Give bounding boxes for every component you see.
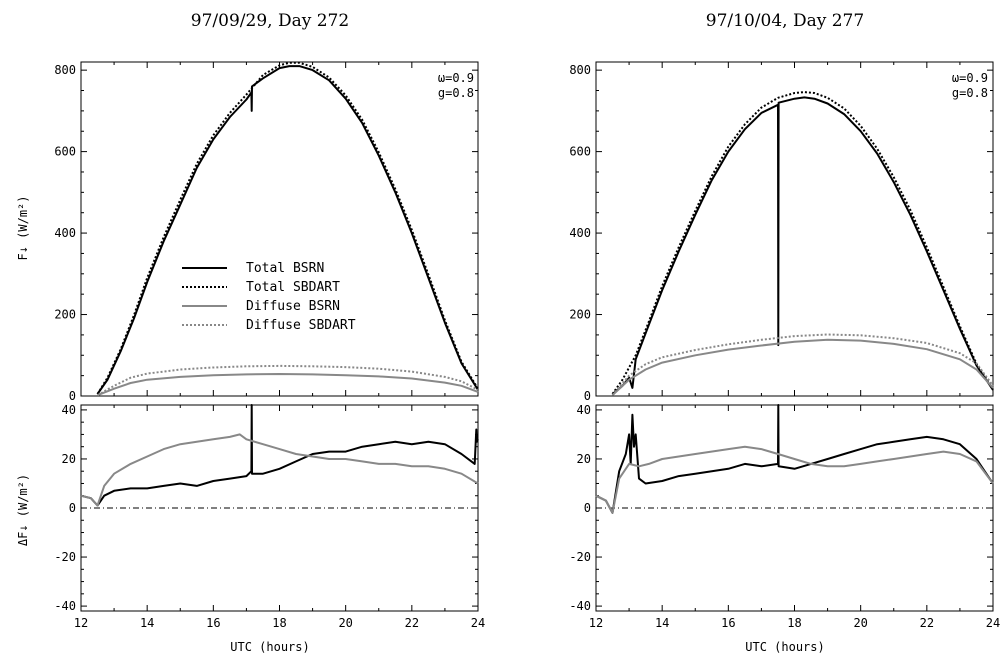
panel-day-272: 97/09/29, Day 272 UTC (hours) F↓ (W/m²) … <box>16 11 485 654</box>
bottom-series-diffuse-bsrn <box>595 445 994 514</box>
top-series-total-sbdart <box>96 61 479 395</box>
y-tick-label: 600 <box>569 145 591 159</box>
x-tick-label: 24 <box>471 616 485 630</box>
top-series-diffuse-bsrn <box>97 373 479 397</box>
omega-annotation: ω=0.9 <box>438 71 474 85</box>
omega-annotation: ω=0.9 <box>952 71 988 85</box>
legend-label-total-bsrn: Total BSRN <box>246 261 324 276</box>
y-tick-label: -20 <box>54 550 76 564</box>
top-plot-frame <box>80 61 479 397</box>
panel-title: 97/09/29, Day 272 <box>191 11 349 31</box>
x-tick-label: 16 <box>206 616 220 630</box>
bottom-series-total-bsrn <box>595 404 994 514</box>
bottom-series-diffuse-bsrn <box>80 433 479 507</box>
g-annotation: g=0.8 <box>952 86 988 100</box>
x-tick-label: 18 <box>272 616 286 630</box>
y-tick-label: 800 <box>54 63 76 77</box>
top-series-total-sbdart <box>611 91 994 395</box>
y-tick-label: 0 <box>584 501 591 515</box>
y-tick-label: 0 <box>69 389 76 403</box>
x-tick-label: 12 <box>74 616 88 630</box>
y-tick-label: 800 <box>569 63 591 77</box>
y-tick-label: 0 <box>584 389 591 403</box>
x-tick-label: 20 <box>338 616 352 630</box>
y-tick-label: -20 <box>569 550 591 564</box>
x-tick-label: 14 <box>140 616 154 630</box>
y-tick-label: -40 <box>569 599 591 613</box>
y-axis-label-top: F↓ (W/m²) <box>16 195 30 260</box>
y-axis-label-bottom: ΔF↓ (W/m²) <box>16 474 30 546</box>
y-tick-label: 600 <box>54 145 76 159</box>
top-series-diffuse-bsrn <box>611 338 994 396</box>
top-series-total-bsrn <box>96 65 479 395</box>
panel-day-277: 97/10/04, Day 277 UTC (hours) ω=0.9 g=0.… <box>569 11 1000 654</box>
y-tick-label: 400 <box>54 226 76 240</box>
x-axis-label: UTC (hours) <box>745 640 824 654</box>
g-annotation: g=0.8 <box>438 86 474 100</box>
top-series-total-bsrn <box>611 96 994 395</box>
y-tick-label: 0 <box>69 501 76 515</box>
panel-title: 97/10/04, Day 277 <box>706 11 864 31</box>
top-series-diffuse-sbdart <box>611 333 994 396</box>
x-tick-label: 20 <box>853 616 867 630</box>
y-tick-label: -40 <box>54 599 76 613</box>
x-tick-label: 16 <box>721 616 735 630</box>
x-tick-label: 22 <box>920 616 934 630</box>
x-tick-label: 14 <box>655 616 669 630</box>
x-axis-label: UTC (hours) <box>230 640 309 654</box>
x-tick-label: 22 <box>405 616 419 630</box>
y-tick-label: 20 <box>577 452 591 466</box>
y-tick-label: 200 <box>569 308 591 322</box>
y-tick-label: 200 <box>54 308 76 322</box>
legend-label-diffuse-sbdart: Diffuse SBDART <box>246 318 356 333</box>
x-tick-label: 18 <box>787 616 801 630</box>
x-tick-label: 12 <box>589 616 603 630</box>
bottom-series-total-bsrn <box>80 404 479 507</box>
y-tick-label: 40 <box>62 403 76 417</box>
y-tick-label: 20 <box>62 452 76 466</box>
x-tick-label: 24 <box>986 616 1000 630</box>
y-tick-label: 400 <box>569 226 591 240</box>
legend: Total BSRN Total SBDART Diffuse BSRN Dif… <box>182 261 356 333</box>
y-tick-label: 40 <box>577 403 591 417</box>
legend-label-diffuse-bsrn: Diffuse BSRN <box>246 299 340 314</box>
legend-label-total-sbdart: Total SBDART <box>246 280 340 295</box>
